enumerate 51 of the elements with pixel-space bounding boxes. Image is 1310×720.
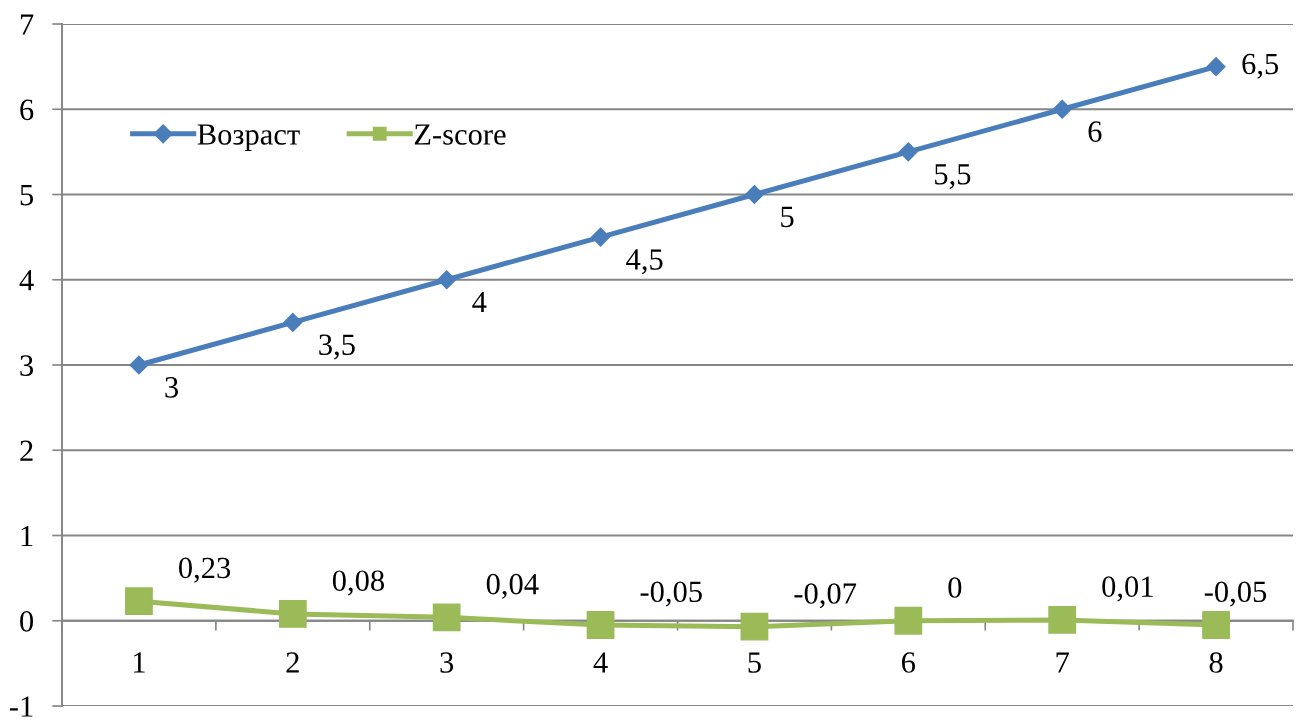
y-tick-label: 7 — [20, 14, 34, 35]
y-tick-label: 0 — [20, 611, 34, 632]
data-label: 5,5 — [935, 164, 971, 189]
legend-label: Z-score — [414, 124, 506, 145]
point — [437, 270, 457, 290]
y-tick-label: 4 — [19, 270, 34, 291]
data-label: 6 — [1088, 121, 1102, 142]
point — [586, 611, 615, 639]
point — [129, 355, 149, 375]
point — [591, 227, 611, 247]
point — [1048, 606, 1077, 634]
data-label: 0,23 — [178, 557, 231, 583]
x-tick-label: 1 — [133, 652, 145, 673]
data-label: 0,08 — [332, 570, 385, 596]
point — [283, 312, 303, 332]
x-tick-label: 2 — [286, 652, 299, 673]
point — [1206, 57, 1226, 77]
data-label: -0,05 — [1204, 581, 1267, 607]
data-label: 0 — [948, 577, 962, 598]
data-label: -0,07 — [794, 583, 857, 609]
point — [740, 612, 769, 641]
point — [1202, 611, 1230, 639]
data-label: 6,5 — [1242, 53, 1279, 79]
y-tick-label: 2 — [20, 440, 33, 461]
x-tick-label: 4 — [593, 652, 608, 673]
data-label: 0,04 — [486, 573, 539, 599]
point — [898, 142, 918, 162]
data-label: 5 — [781, 206, 794, 228]
data-label: 3 — [165, 377, 179, 398]
point — [125, 587, 153, 616]
y-tick-label: 6 — [20, 99, 34, 121]
point — [278, 600, 307, 628]
y-tick-label: 5 — [20, 185, 34, 206]
data-label: 0,01 — [1102, 576, 1153, 602]
y-tick-label: 1 — [21, 525, 33, 547]
point — [432, 603, 461, 632]
legend-label: Возраст — [197, 124, 300, 152]
data-label: 4 — [472, 291, 487, 313]
x-tick-label: 6 — [901, 652, 916, 673]
point — [744, 184, 764, 205]
data-label: 4,5 — [626, 249, 663, 275]
point — [894, 606, 923, 635]
x-tick-label: 5 — [748, 652, 761, 673]
point — [1052, 99, 1072, 119]
y-tick-label: 3 — [20, 355, 34, 376]
y-tick-label: -1 — [9, 696, 33, 717]
x-tick-label: 7 — [1056, 652, 1069, 673]
data-label: 3,5 — [319, 334, 355, 360]
x-tick-label: 3 — [440, 652, 454, 673]
data-label: -0,05 — [640, 581, 702, 607]
x-tick-label: 8 — [1209, 652, 1223, 673]
